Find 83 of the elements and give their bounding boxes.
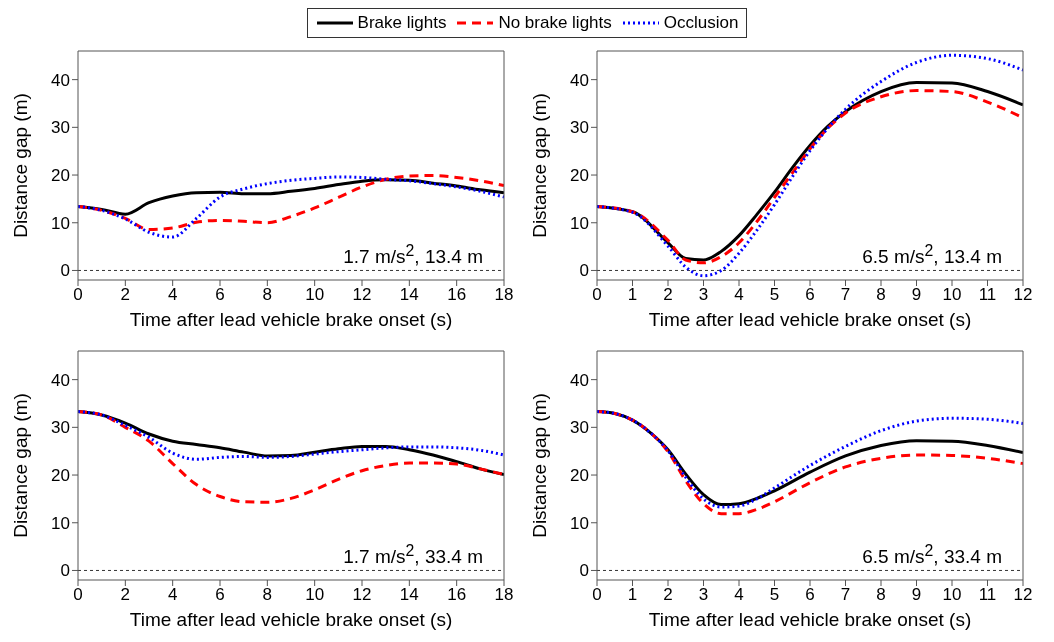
x-tick-label: 5 xyxy=(769,585,780,605)
x-tick-label: 12 xyxy=(352,585,372,605)
y-tick-label: 0 xyxy=(579,561,589,581)
y-axis-title: Distance gap (m) xyxy=(528,393,550,538)
x-tick-label: 10 xyxy=(305,285,325,305)
x-tick-label: 2 xyxy=(120,285,131,305)
x-tick-label: 11 xyxy=(978,585,997,605)
legend-label: Occlusion xyxy=(663,13,739,33)
x-tick-label: 10 xyxy=(305,585,325,605)
x-tick-label: 0 xyxy=(73,285,83,305)
x-axis-title: Time after lead vehicle brake onset (s) xyxy=(129,609,453,630)
y-tick-label: 20 xyxy=(570,166,589,186)
x-tick-label: 18 xyxy=(494,585,514,605)
y-tick-label: 40 xyxy=(51,70,70,90)
x-tick-label: 12 xyxy=(352,285,372,305)
x-tick-label: 1 xyxy=(627,585,638,605)
y-tick-label: 30 xyxy=(570,118,589,138)
x-tick-label: 0 xyxy=(592,585,602,605)
legend-label: Brake lights xyxy=(357,13,447,33)
x-tick-label: 12 xyxy=(1013,585,1033,605)
y-tick-label: 0 xyxy=(579,261,589,281)
x-tick-label: 0 xyxy=(592,285,602,305)
y-axis-title: Distance gap (m) xyxy=(9,93,31,238)
x-tick-label: 7 xyxy=(840,285,851,305)
x-axis-title: Time after lead vehicle brake onset (s) xyxy=(129,309,453,330)
y-tick-label: 20 xyxy=(51,466,70,486)
x-tick-label: 3 xyxy=(698,585,709,605)
y-tick-label: 10 xyxy=(51,513,70,533)
x-axis-title: Time after lead vehicle brake onset (s) xyxy=(648,309,972,330)
x-tick-label: 9 xyxy=(911,285,922,305)
x-tick-label: 14 xyxy=(399,585,419,605)
annotation: 1.7 m/s$^{2}$, 33.4 m xyxy=(343,541,483,568)
x-tick-label: 12 xyxy=(1013,285,1033,305)
x-tick-label: 0 xyxy=(73,585,83,605)
x-tick-label: 2 xyxy=(663,585,673,605)
y-axis-title: Distance gap (m) xyxy=(528,93,550,238)
x-tick-label: 8 xyxy=(876,285,886,305)
x-tick-label: 10 xyxy=(942,585,962,605)
x-tick-label: 6 xyxy=(805,585,815,605)
y-tick-label: 10 xyxy=(51,213,70,233)
x-tick-label: 9 xyxy=(911,585,922,605)
x-tick-label: 4 xyxy=(734,585,744,605)
x-tick-label: 16 xyxy=(447,285,467,305)
y-tick-label: 40 xyxy=(570,370,589,390)
x-tick-label: 5 xyxy=(769,285,780,305)
x-tick-label: 16 xyxy=(447,585,467,605)
y-tick-label: 40 xyxy=(51,370,70,390)
x-tick-label: 14 xyxy=(399,285,419,305)
x-tick-label: 4 xyxy=(734,285,744,305)
x-tick-label: 4 xyxy=(167,585,178,605)
x-tick-label: 7 xyxy=(840,585,851,605)
x-tick-label: 18 xyxy=(494,285,514,305)
y-tick-label: 0 xyxy=(60,261,70,281)
x-tick-label: 6 xyxy=(215,285,225,305)
y-tick-label: 40 xyxy=(570,70,589,90)
x-tick-label: 8 xyxy=(876,585,886,605)
y-tick-label: 30 xyxy=(51,118,70,138)
annotation: 1.7 m/s$^{2}$, 13.4 m xyxy=(343,241,483,268)
y-tick-label: 30 xyxy=(51,418,70,438)
x-tick-label: 3 xyxy=(698,285,709,305)
annotation: 6.5 m/s$^{2}$, 13.4 m xyxy=(862,241,1002,268)
x-tick-label: 2 xyxy=(120,585,131,605)
y-tick-label: 10 xyxy=(570,213,589,233)
x-tick-label: 6 xyxy=(215,585,225,605)
x-tick-label: 2 xyxy=(663,285,673,305)
legend-label: No brake lights xyxy=(498,13,612,33)
y-tick-label: 10 xyxy=(570,513,589,533)
x-tick-label: 8 xyxy=(262,585,273,605)
annotation: 6.5 m/s$^{2}$, 33.4 m xyxy=(862,541,1002,568)
y-tick-label: 30 xyxy=(570,418,589,438)
x-axis-title: Time after lead vehicle brake onset (s) xyxy=(648,609,972,630)
y-axis-title: Distance gap (m) xyxy=(9,393,31,538)
x-tick-label: 10 xyxy=(942,285,962,305)
y-tick-label: 20 xyxy=(51,166,70,186)
line-series xyxy=(78,410,504,504)
x-tick-label: 11 xyxy=(978,285,997,305)
x-tick-label: 6 xyxy=(805,285,815,305)
x-tick-label: 1 xyxy=(627,285,638,305)
line-series xyxy=(78,410,504,461)
y-tick-label: 20 xyxy=(570,466,589,486)
x-tick-label: 8 xyxy=(262,285,273,305)
y-tick-label: 0 xyxy=(60,561,70,581)
x-tick-label: 4 xyxy=(167,285,178,305)
